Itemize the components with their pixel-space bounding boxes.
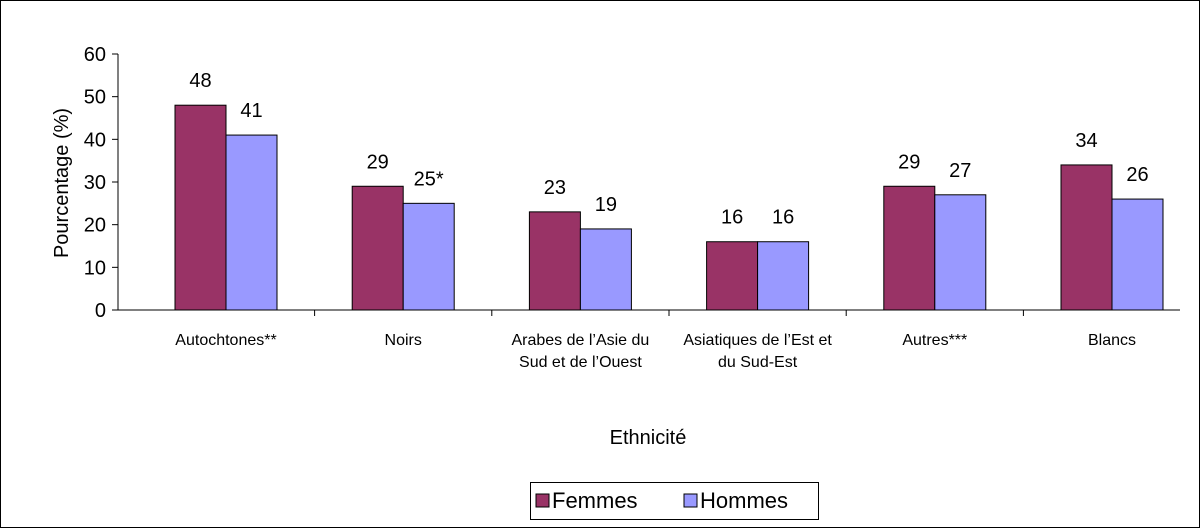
x-axis-label: Ethnicité (610, 427, 687, 449)
x-tick-label: Asiatiques de l’Est et du Sud-Est (683, 332, 832, 371)
x-tick-label: Autres*** (902, 332, 968, 349)
x-tick-label: Arabes de l’Asie du Sud et de l’Ouest (511, 332, 650, 371)
bar (174, 104, 227, 311)
value-label: 29 (367, 151, 389, 173)
y-tick-label: 30 (84, 172, 106, 194)
bar (883, 185, 936, 311)
value-label: 34 (1075, 130, 1097, 152)
value-label: 48 (189, 70, 211, 92)
bar (351, 185, 404, 311)
y-tick-label: 40 (84, 129, 106, 151)
bar (934, 194, 987, 311)
y-tick-label: 0 (95, 300, 106, 322)
value-label: 27 (949, 160, 971, 182)
y-axis-label: Pourcentage (%) (51, 108, 73, 258)
y-tick-label: 60 (84, 44, 106, 66)
y-tick-label: 50 (84, 87, 106, 109)
bar (528, 211, 581, 311)
value-label: 29 (898, 151, 920, 173)
y-tick-label: 10 (84, 257, 106, 279)
legend-swatch (683, 493, 698, 508)
bar (757, 241, 810, 311)
x-tick-label: Autochtones** (175, 332, 277, 349)
x-tick-label: Noirs (384, 332, 422, 349)
legend-label: Femmes (552, 488, 638, 513)
value-label: 23 (544, 177, 566, 199)
value-label: 25* (414, 168, 444, 190)
bar (402, 202, 455, 311)
y-tick-label: 20 (84, 215, 106, 237)
bar (1111, 198, 1164, 311)
value-label: 41 (240, 100, 262, 122)
legend-swatch (535, 493, 550, 508)
bar (1060, 164, 1113, 311)
bar (706, 241, 759, 311)
value-label: 16 (721, 207, 743, 229)
value-label: 19 (595, 194, 617, 216)
legend-label: Hommes (700, 488, 788, 513)
value-label: 16 (772, 207, 794, 229)
value-label: 26 (1126, 164, 1148, 186)
bar (225, 134, 278, 311)
x-tick-label: Blancs (1087, 332, 1137, 349)
legend-box (530, 482, 819, 520)
bar (579, 228, 632, 311)
